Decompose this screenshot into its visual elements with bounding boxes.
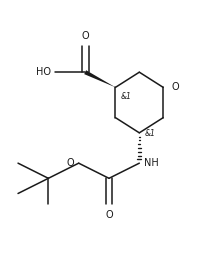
Text: O: O	[67, 158, 74, 168]
Polygon shape	[84, 70, 116, 87]
Text: &1: &1	[145, 129, 156, 137]
Text: O: O	[105, 210, 113, 220]
Text: O: O	[81, 31, 89, 41]
Text: &1: &1	[121, 92, 132, 101]
Text: HO: HO	[36, 67, 51, 77]
Text: NH: NH	[144, 158, 158, 168]
Text: O: O	[172, 82, 179, 92]
